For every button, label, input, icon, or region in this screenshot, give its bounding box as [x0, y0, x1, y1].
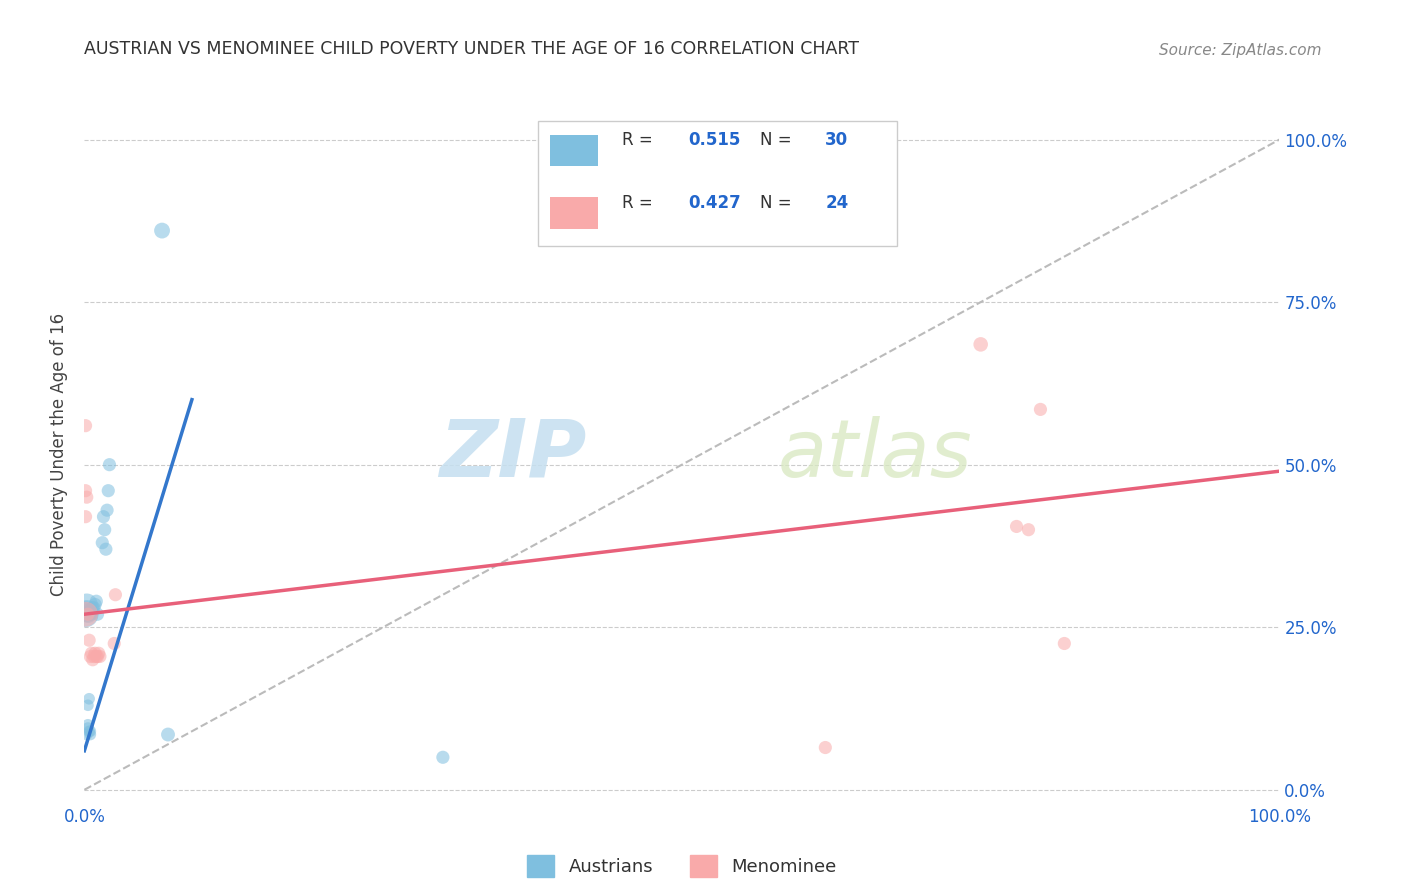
Point [86, 649, 108, 664]
Text: ZIP: ZIP [439, 416, 586, 494]
Point [87, 646, 110, 660]
Legend: Austrians, Menominee: Austrians, Menominee [520, 847, 844, 884]
Text: 30: 30 [825, 131, 848, 150]
Point [84, 646, 107, 660]
Point [79, 727, 101, 741]
Point [77, 607, 100, 622]
Point [75, 418, 97, 433]
Point [77, 698, 100, 713]
Point [77, 633, 100, 648]
Point [1018, 523, 1040, 537]
Point [97, 483, 120, 498]
Point [96, 503, 118, 517]
Point [77, 691, 100, 706]
Text: AUSTRIAN VS MENOMINEE CHILD POVERTY UNDER THE AGE OF 16 CORRELATION CHART: AUSTRIAN VS MENOMINEE CHILD POVERTY UNDE… [84, 40, 859, 58]
Point [104, 588, 127, 602]
Y-axis label: Child Poverty Under the Age of 16: Child Poverty Under the Age of 16 [51, 313, 69, 597]
Text: N =: N = [759, 194, 796, 212]
Point [432, 750, 454, 764]
Point [77, 607, 100, 622]
Point [103, 636, 125, 650]
Point [75, 509, 97, 524]
Point [814, 740, 837, 755]
Point [83, 649, 105, 664]
Point [84, 598, 107, 612]
Point [82, 600, 104, 615]
Point [80, 607, 103, 622]
Point [93, 523, 115, 537]
Text: R =: R = [621, 194, 658, 212]
Point [79, 649, 101, 664]
Point [76, 490, 98, 504]
Point [75, 607, 97, 622]
FancyBboxPatch shape [551, 135, 599, 166]
Point [80, 646, 103, 660]
Point [86, 594, 108, 608]
Point [86, 607, 108, 622]
Text: 0.427: 0.427 [688, 194, 741, 212]
Text: R =: R = [621, 131, 658, 150]
Point [77, 721, 100, 735]
Text: Source: ZipAtlas.com: Source: ZipAtlas.com [1159, 43, 1322, 58]
Point [82, 653, 104, 667]
Point [76, 727, 98, 741]
Point [157, 727, 180, 741]
Point [91, 535, 114, 549]
Point [1053, 636, 1076, 650]
Point [94, 542, 117, 557]
Point [77, 724, 100, 739]
Point [1005, 519, 1028, 533]
Point [86, 649, 108, 664]
Point [75, 483, 97, 498]
Point [76, 604, 98, 618]
Point [89, 649, 111, 664]
FancyBboxPatch shape [551, 197, 599, 229]
Point [150, 224, 173, 238]
Point [970, 337, 993, 351]
Point [93, 509, 115, 524]
Text: 0.515: 0.515 [688, 131, 741, 150]
Point [77, 604, 100, 618]
Text: N =: N = [759, 131, 796, 150]
Text: 24: 24 [825, 194, 849, 212]
Point [1029, 402, 1052, 417]
Point [77, 718, 100, 732]
Point [75, 607, 97, 622]
Point [98, 458, 121, 472]
Text: atlas: atlas [778, 416, 973, 494]
Point [79, 604, 101, 618]
FancyBboxPatch shape [538, 121, 897, 246]
Point [79, 724, 101, 739]
Point [83, 600, 105, 615]
Point [76, 598, 98, 612]
